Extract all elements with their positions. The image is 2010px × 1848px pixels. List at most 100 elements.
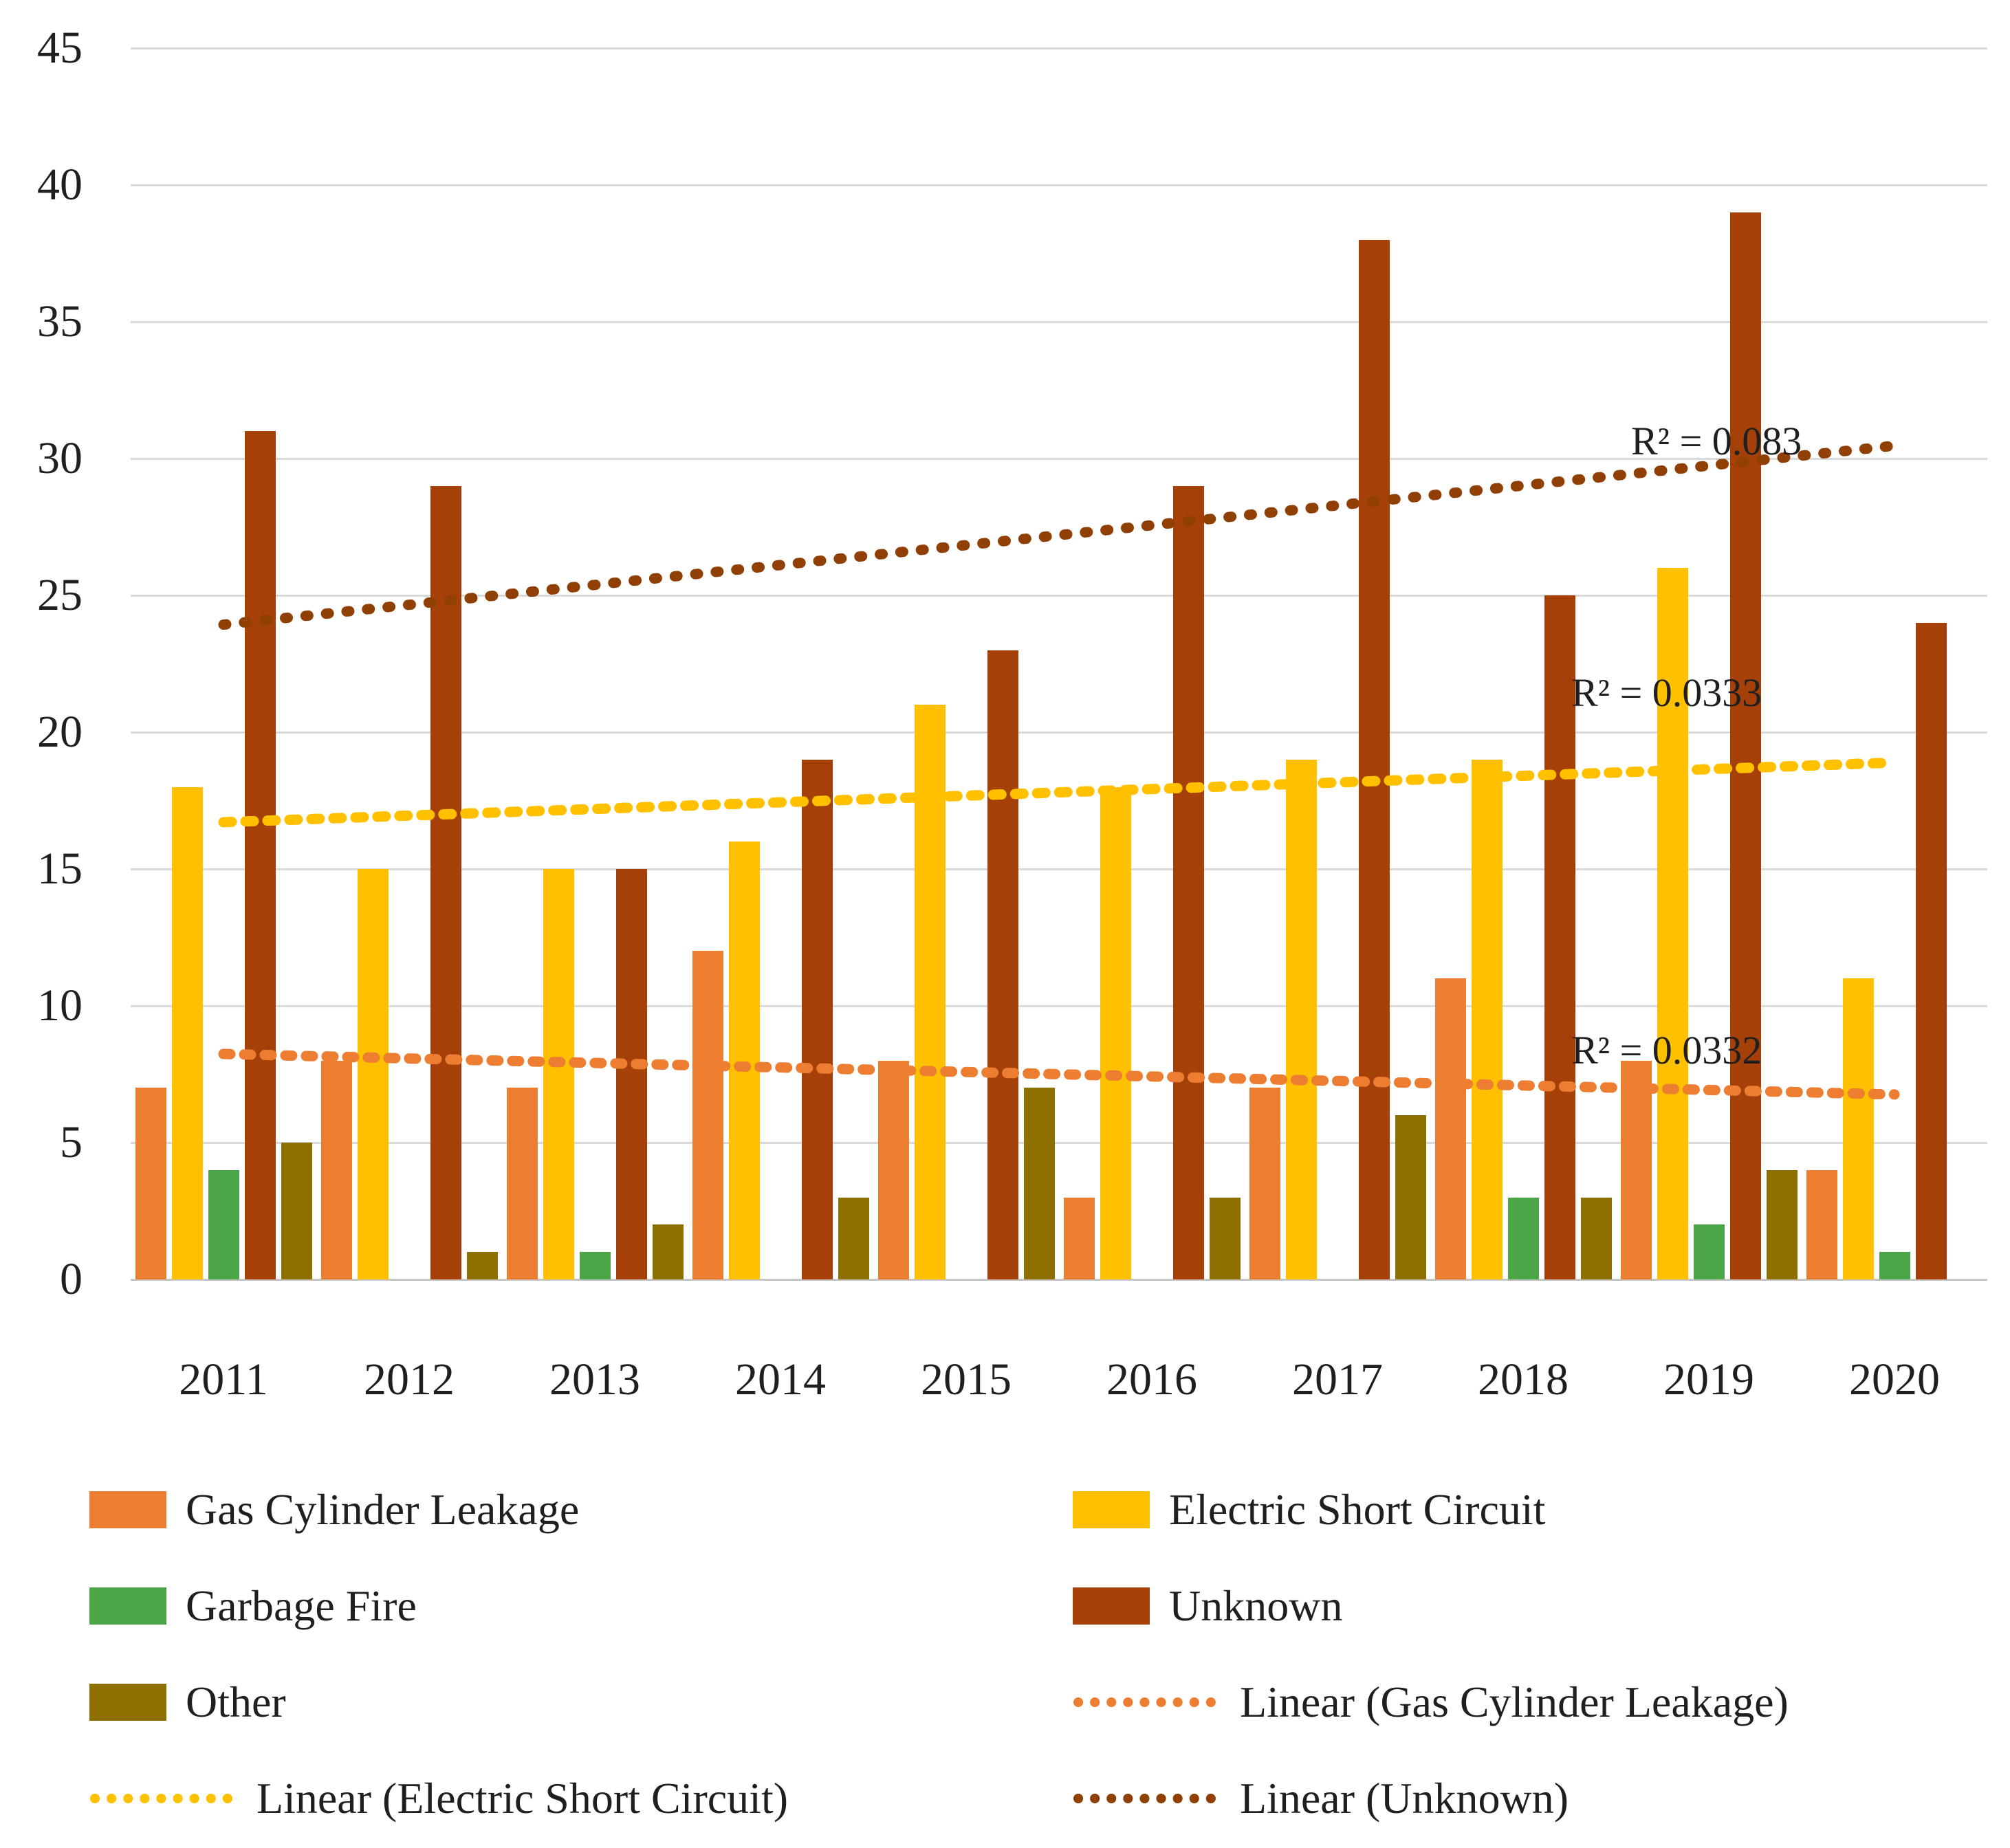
bar-gas-cylinder-leakage-2011 (135, 1088, 166, 1279)
bar-garbage-fire-2013 (579, 1252, 611, 1279)
bar-electric-short-circuit-2016 (1100, 786, 1131, 1279)
y-axis-tick-label: 30 (37, 433, 83, 483)
y-axis-tick-label: 20 (37, 707, 83, 757)
bar-unknown-2016 (1172, 485, 1204, 1279)
legend-swatch-electric-short-circuit (1073, 1491, 1150, 1528)
bar-electric-short-circuit-2020 (1842, 978, 1874, 1279)
x-axis-label-2019: 2019 (1663, 1354, 1754, 1405)
bar-unknown-2012 (430, 485, 461, 1279)
trendline-linear-electric-short-circuit (218, 757, 1900, 828)
legend-item-linear-unknown: Linear (Unknown) (1073, 1775, 1789, 1822)
y-axis-tick-label: 40 (37, 160, 83, 210)
legend-swatch-unknown (1073, 1587, 1150, 1625)
bar-unknown-2015 (987, 650, 1018, 1279)
y-axis-tick-label: 45 (37, 23, 83, 73)
bar-other-2011 (281, 1143, 312, 1279)
legend-label: Other (186, 1678, 286, 1726)
x-axis-label-2018: 2018 (1478, 1354, 1569, 1405)
legend-label: Electric Short Circuit (1169, 1485, 1546, 1534)
legend-label: Linear (Gas Cylinder Leakage) (1240, 1678, 1789, 1726)
bar-other-2016 (1209, 1197, 1241, 1279)
legend-swatch-linear-gas-cylinder-leakage (1073, 1697, 1220, 1707)
legend-swatch-other (89, 1684, 166, 1721)
y-axis-tick-label: 10 (37, 980, 83, 1031)
bar-gas-cylinder-leakage-2017 (1249, 1088, 1280, 1279)
bar-electric-short-circuit-2018 (1471, 759, 1503, 1279)
legend: Gas Cylinder Leakage Electric Short Circu… (89, 1462, 1789, 1847)
legend-swatch-linear-electric-short-circuit (90, 1794, 237, 1803)
gridline (131, 594, 1987, 597)
bar-other-2012 (466, 1252, 498, 1279)
gridline (131, 47, 1987, 50)
x-axis-label-2011: 2011 (179, 1354, 268, 1405)
bar-other-2017 (1395, 1115, 1426, 1279)
bar-gas-cylinder-leakage-2016 (1063, 1197, 1095, 1279)
r2-label-linear-gas-cylinder-leakage: R² = 0.0332 (1571, 1028, 1762, 1072)
gridline (131, 868, 1987, 870)
bar-electric-short-circuit-2015 (914, 705, 946, 1279)
bar-unknown-2011 (244, 431, 276, 1279)
gridline (131, 1278, 1987, 1281)
bar-gas-cylinder-leakage-2013 (506, 1088, 538, 1279)
trendlines-layer (218, 440, 1900, 1100)
bar-electric-short-circuit-2019 (1657, 568, 1688, 1279)
x-axis-label-2012: 2012 (364, 1354, 455, 1405)
bar-unknown-2020 (1915, 622, 1947, 1279)
bar-electric-short-circuit-2014 (728, 842, 760, 1279)
bar-gas-cylinder-leakage-2018 (1434, 978, 1466, 1279)
y-axis-tick-label: 15 (37, 844, 83, 894)
bar-unknown-2014 (801, 759, 833, 1279)
bar-gas-cylinder-leakage-2019 (1620, 1060, 1652, 1279)
legend-item-other: Other (89, 1679, 1073, 1726)
bar-electric-short-circuit-2012 (357, 869, 389, 1279)
bar-unknown-2013 (615, 869, 647, 1279)
legend-swatch-garbage-fire (89, 1587, 166, 1625)
legend-item-garbage-fire: Garbage Fire (89, 1583, 1073, 1629)
bar-other-2015 (1023, 1088, 1055, 1279)
x-axis-label-2016: 2016 (1106, 1354, 1197, 1405)
y-axis-tick-label: 35 (37, 296, 83, 346)
bar-unknown-2018 (1544, 595, 1575, 1279)
y-axis-tick-label: 5 (60, 1117, 83, 1167)
bar-gas-cylinder-leakage-2015 (877, 1060, 909, 1279)
legend-item-linear-gas-cylinder-leakage: Linear (Gas Cylinder Leakage) (1073, 1679, 1789, 1726)
x-axis-label-2014: 2014 (735, 1354, 826, 1405)
legend-item-linear-electric-short-circuit: Linear (Electric Short Circuit) (89, 1775, 1073, 1822)
bar-garbage-fire-2020 (1879, 1252, 1910, 1279)
bar-other-2014 (838, 1197, 869, 1279)
y-axis-tick-label: 25 (37, 570, 83, 620)
x-axis-label-2017: 2017 (1292, 1354, 1383, 1405)
legend-item-gas-cylinder-leakage: Gas Cylinder Leakage (89, 1486, 1073, 1533)
bar-other-2013 (652, 1224, 684, 1279)
legend-label: Linear (Electric Short Circuit) (256, 1774, 789, 1823)
gridline (131, 320, 1987, 323)
bar-garbage-fire-2018 (1507, 1197, 1539, 1279)
bar-other-2018 (1580, 1197, 1612, 1279)
y-axis-tick-label: 0 (60, 1254, 83, 1304)
bar-electric-short-circuit-2017 (1285, 759, 1317, 1279)
bar-garbage-fire-2019 (1693, 1224, 1725, 1279)
x-axis-label-2013: 2013 (549, 1354, 640, 1405)
bar-electric-short-circuit-2011 (171, 786, 203, 1279)
bar-unknown-2019 (1729, 212, 1761, 1279)
gridline (131, 184, 1987, 186)
x-axis-label-2020: 2020 (1849, 1354, 1940, 1405)
gridline (131, 1004, 1987, 1007)
gridline (131, 1141, 1987, 1144)
legend-label: Unknown (1169, 1581, 1343, 1630)
bar-electric-short-circuit-2013 (543, 869, 574, 1279)
legend-item-unknown: Unknown (1073, 1583, 1789, 1629)
bar-gas-cylinder-leakage-2012 (320, 1060, 352, 1279)
bar-gas-cylinder-leakage-2014 (692, 951, 723, 1279)
x-axis-label-2015: 2015 (921, 1354, 1012, 1405)
trendline-linear-unknown (218, 440, 1900, 630)
legend-label: Garbage Fire (186, 1581, 417, 1630)
bar-garbage-fire-2011 (208, 1169, 239, 1279)
legend-swatch-linear-unknown (1073, 1794, 1220, 1803)
gridline (131, 731, 1987, 734)
bar-other-2019 (1766, 1169, 1798, 1279)
legend-label: Linear (Unknown) (1240, 1774, 1569, 1823)
r2-label-linear-electric-short-circuit: R² = 0.0333 (1571, 670, 1762, 715)
bar-unknown-2017 (1358, 239, 1390, 1279)
